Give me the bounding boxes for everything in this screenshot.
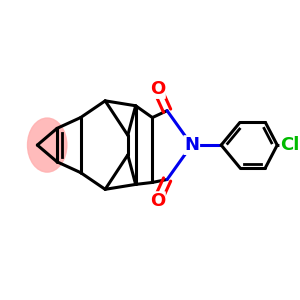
Text: N: N (184, 136, 199, 154)
Text: Cl: Cl (280, 136, 300, 154)
Ellipse shape (28, 118, 67, 172)
Text: O: O (150, 192, 165, 210)
Text: O: O (150, 80, 165, 98)
